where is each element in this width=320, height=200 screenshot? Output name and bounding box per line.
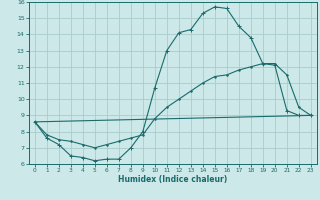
X-axis label: Humidex (Indice chaleur): Humidex (Indice chaleur) xyxy=(118,175,228,184)
